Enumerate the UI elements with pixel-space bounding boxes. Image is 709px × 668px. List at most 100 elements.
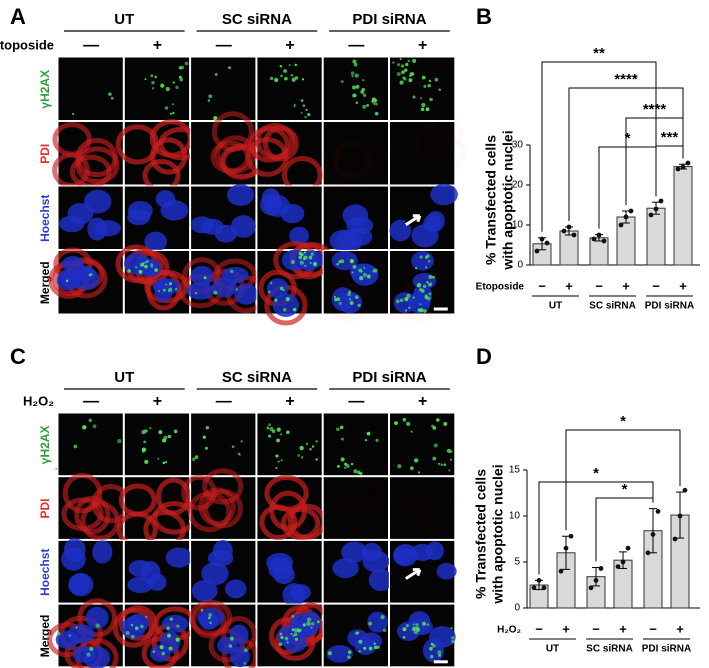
gh2ax-focus	[413, 630, 418, 635]
gh2ax-focus	[162, 461, 166, 465]
treatment-label: H₂O₂	[497, 625, 521, 636]
micrograph-bg	[190, 412, 257, 477]
gh2ax-focus	[374, 111, 379, 116]
gh2ax-focus	[200, 608, 204, 612]
nucleus	[201, 562, 229, 586]
gh2ax-focus	[357, 303, 361, 307]
gh2ax-focus	[290, 632, 293, 635]
gh2ax-focus	[203, 276, 207, 280]
gh2ax-focus	[400, 64, 405, 68]
group-label: SC siRNA	[222, 11, 292, 28]
significance-label: ****	[614, 71, 638, 88]
group-label: UT	[114, 369, 134, 386]
gh2ax-focus	[425, 266, 428, 269]
gh2ax-focus	[305, 442, 309, 446]
data-point	[591, 236, 597, 242]
gh2ax-focus	[307, 113, 311, 117]
gh2ax-focus	[110, 96, 114, 100]
gh2ax-focus	[238, 453, 241, 456]
nucleus	[272, 293, 299, 318]
gh2ax-focus	[426, 281, 429, 284]
gh2ax-focus	[394, 421, 398, 426]
y-tick-label: 10	[509, 511, 521, 522]
gh2ax-focus	[167, 434, 172, 439]
gh2ax-focus	[404, 68, 408, 72]
micrograph	[123, 539, 193, 604]
gh2ax-focus	[359, 471, 363, 476]
gh2ax-focus	[55, 467, 58, 471]
gh2ax-focus	[145, 616, 148, 619]
gh2ax-focus	[316, 620, 320, 624]
gh2ax-focus	[291, 77, 296, 82]
y-tick-label: 0	[514, 603, 520, 614]
micrograph	[115, 119, 204, 193]
nucleus	[83, 646, 111, 668]
gh2ax-focus	[415, 266, 418, 270]
gh2ax-focus	[438, 88, 442, 92]
gh2ax-focus	[306, 617, 312, 622]
gh2ax-focus	[178, 75, 182, 79]
gh2ax-focus	[297, 454, 301, 457]
treatment-sign: −	[535, 621, 543, 636]
treatment-sign: −	[652, 278, 660, 293]
gh2ax-focus	[286, 641, 289, 644]
micrograph	[123, 412, 191, 477]
gh2ax-focus	[449, 458, 453, 461]
data-point	[588, 585, 594, 591]
micrograph	[389, 603, 456, 668]
gh2ax-focus	[169, 617, 173, 621]
gh2ax-focus	[401, 70, 405, 74]
gh2ax-focus	[336, 262, 339, 266]
data-point	[601, 238, 607, 244]
micrograph-bg	[256, 56, 323, 121]
micrograph	[55, 412, 124, 477]
gh2ax-focus	[179, 77, 184, 82]
gh2ax-focus	[373, 642, 376, 645]
data-point	[571, 232, 577, 238]
micrograph	[322, 603, 390, 668]
significance-label: ****	[643, 101, 667, 118]
gh2ax-focus	[407, 59, 411, 63]
treatment-sign: +	[153, 37, 162, 54]
gh2ax-focus	[305, 108, 308, 111]
micrograph	[256, 475, 327, 541]
gh2ax-focus	[353, 62, 358, 67]
pdi-signal	[202, 468, 244, 505]
gh2ax-focus	[293, 103, 296, 106]
gh2ax-focus	[421, 102, 426, 108]
gh2ax-focus	[130, 634, 135, 639]
row-label: PDI	[38, 499, 52, 519]
data-point	[650, 532, 656, 537]
nucleus	[217, 636, 237, 655]
gh2ax-focus	[194, 292, 198, 295]
gh2ax-focus	[213, 290, 218, 295]
significance-bracket	[541, 61, 657, 232]
gh2ax-focus	[71, 112, 75, 116]
gh2ax-focus	[424, 294, 428, 298]
gh2ax-focus	[428, 79, 432, 83]
y-tick-label: 20	[512, 180, 524, 191]
gh2ax-focus	[65, 279, 69, 283]
gh2ax-focus	[395, 299, 400, 304]
micrograph	[52, 121, 124, 189]
gh2ax-focus	[127, 269, 131, 273]
gh2ax-focus	[428, 260, 431, 263]
gh2ax-focus	[421, 75, 426, 80]
gh2ax-focus	[298, 255, 303, 260]
gh2ax-focus	[404, 297, 409, 302]
micrograph	[322, 56, 390, 121]
nucleus	[152, 278, 181, 295]
nucleus	[67, 624, 95, 644]
gh2ax-focus	[333, 295, 337, 299]
data-point	[563, 545, 569, 551]
gh2ax-focus	[269, 427, 274, 432]
significance-label: *	[593, 465, 599, 482]
gh2ax-focus	[284, 636, 289, 641]
gh2ax-focus	[423, 84, 427, 88]
gh2ax-focus	[243, 648, 248, 653]
gh2ax-focus	[204, 446, 208, 450]
gh2ax-focus	[283, 69, 288, 73]
y-axis-label: % Transfected cells	[473, 469, 489, 599]
gh2ax-focus	[279, 64, 283, 68]
